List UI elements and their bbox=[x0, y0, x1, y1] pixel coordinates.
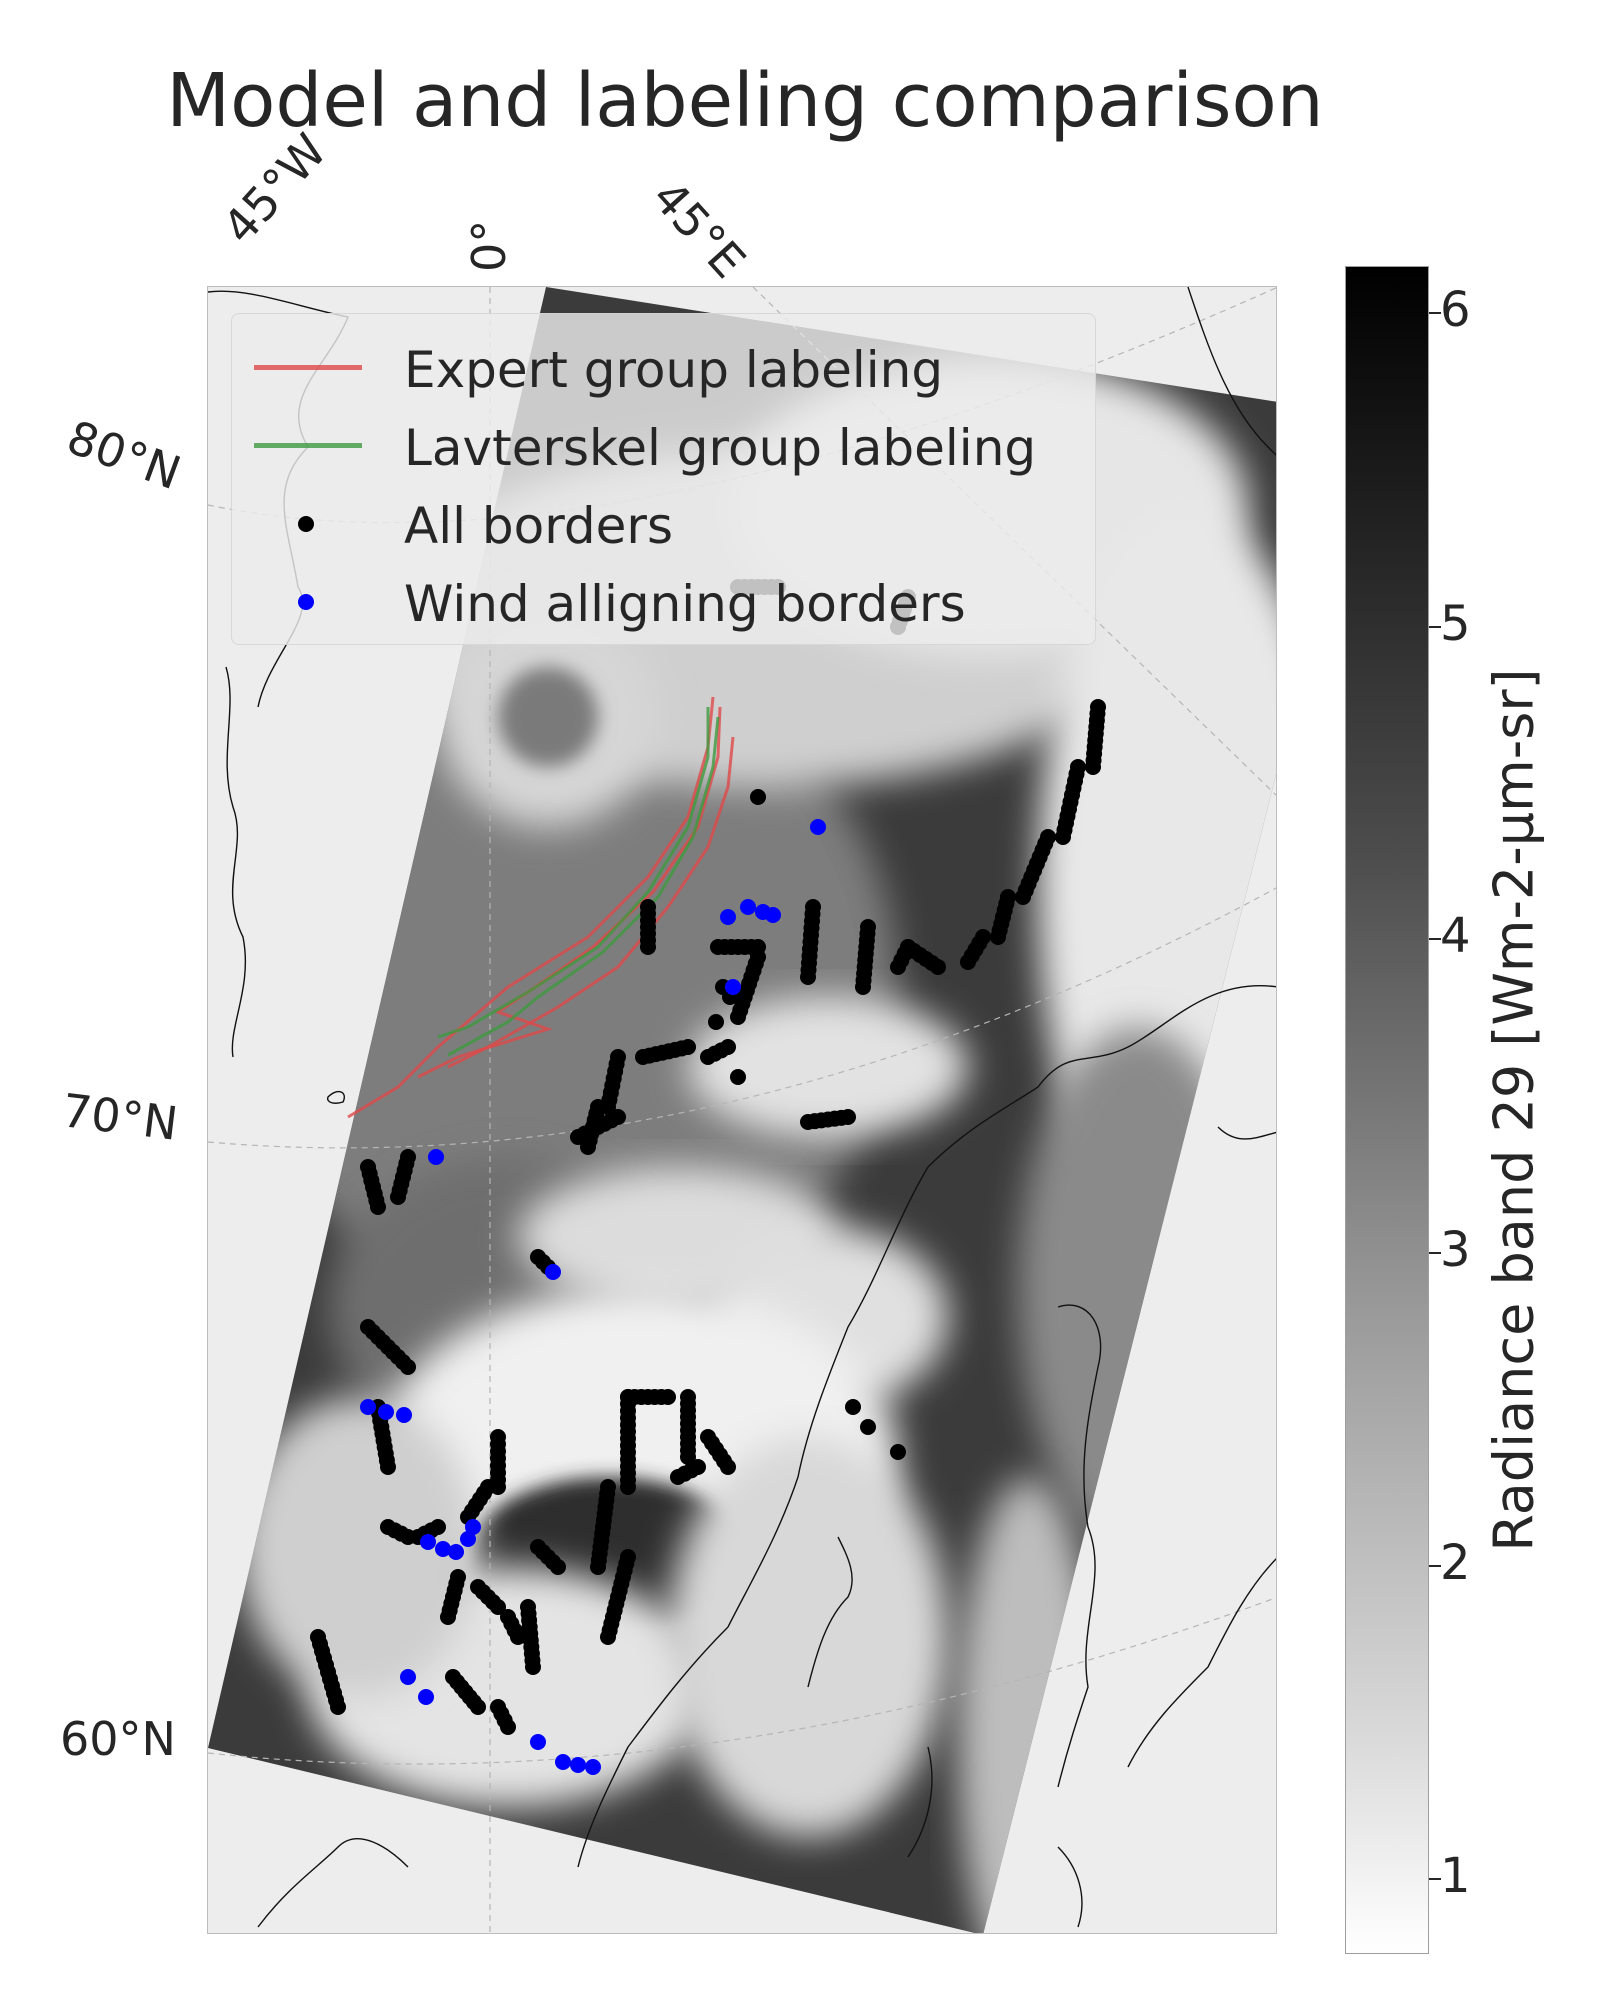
legend-label-wind-borders: Wind alligning borders bbox=[404, 575, 966, 633]
wind-border-marker-359 bbox=[585, 1759, 601, 1775]
border-marker-333 bbox=[708, 1014, 724, 1030]
colorbar-title: Radiance band 29 [Wm-2-μm-sr] bbox=[1482, 668, 1546, 1552]
wind-border-marker-339 bbox=[720, 909, 736, 925]
latitude-label-80n: 80°N bbox=[60, 409, 188, 501]
legend-entry-expert: Expert group labeling bbox=[232, 340, 1095, 400]
border-marker-311 bbox=[500, 1719, 516, 1735]
border-marker-83 bbox=[730, 1009, 746, 1025]
wind-border-marker-343 bbox=[725, 979, 741, 995]
border-marker-337 bbox=[890, 1444, 906, 1460]
colorbar-label-6: 6 bbox=[1440, 282, 1471, 338]
border-marker-165 bbox=[360, 1159, 376, 1175]
legend-swatch-wind-borders bbox=[298, 594, 314, 610]
border-marker-20 bbox=[1055, 829, 1071, 845]
legend: Expert group labeling Lavterskel group l… bbox=[231, 313, 1096, 645]
border-marker-262 bbox=[380, 1519, 396, 1535]
legend-entry-wind-borders: Wind alligning borders bbox=[232, 574, 1095, 634]
colorbar-label-2: 2 bbox=[1440, 1535, 1471, 1591]
wind-border-marker-347 bbox=[378, 1404, 394, 1420]
border-marker-334 bbox=[730, 1069, 746, 1085]
border-marker-37 bbox=[990, 929, 1006, 945]
colorbar-label-1: 1 bbox=[1440, 1848, 1471, 1904]
colorbar-tick-6 bbox=[1429, 312, 1441, 314]
border-marker-189 bbox=[620, 1479, 636, 1495]
colorbar-tick-3 bbox=[1429, 1252, 1441, 1254]
border-marker-286 bbox=[490, 1599, 506, 1615]
longitude-label-0: 0° bbox=[462, 219, 516, 272]
border-marker-300 bbox=[525, 1659, 541, 1675]
chart-title: Model and labeling comparison bbox=[166, 58, 1324, 144]
border-marker-290 bbox=[510, 1629, 526, 1645]
border-marker-131 bbox=[800, 1114, 816, 1130]
colorbar-tick-2 bbox=[1429, 1565, 1441, 1567]
legend-entry-all-borders: All borders bbox=[232, 496, 1095, 556]
border-marker-281 bbox=[400, 1359, 416, 1375]
wind-border-marker-344 bbox=[428, 1149, 444, 1165]
colorbar-tick-5 bbox=[1429, 626, 1441, 628]
latitude-label-60n: 60°N bbox=[60, 1712, 176, 1766]
legend-label-expert: Expert group labeling bbox=[404, 341, 944, 399]
border-marker-336 bbox=[860, 1419, 876, 1435]
colorbar-label-5: 5 bbox=[1440, 596, 1471, 652]
legend-label-all-borders: All borders bbox=[404, 497, 673, 555]
border-marker-335 bbox=[845, 1399, 861, 1415]
border-marker-42 bbox=[960, 954, 976, 970]
wind-border-marker-352 bbox=[460, 1531, 476, 1547]
wind-border-marker-338 bbox=[810, 819, 826, 835]
legend-swatch-expert bbox=[254, 365, 362, 370]
border-marker-102 bbox=[640, 939, 656, 955]
border-marker-117 bbox=[580, 1139, 596, 1155]
border-marker-30 bbox=[1015, 889, 1031, 905]
border-marker-138 bbox=[710, 939, 726, 955]
wind-border-marker-345 bbox=[545, 1264, 561, 1280]
wind-aligning-borders-markers bbox=[360, 819, 826, 1775]
latitude-label-70n: 70°N bbox=[59, 1083, 181, 1151]
colorbar-label-3: 3 bbox=[1440, 1222, 1471, 1278]
wind-border-marker-358 bbox=[570, 1757, 586, 1773]
wind-border-marker-340 bbox=[740, 899, 756, 915]
border-marker-211 bbox=[690, 1459, 706, 1475]
border-marker-9 bbox=[1085, 759, 1101, 775]
border-marker-240 bbox=[600, 1629, 616, 1645]
legend-swatch-all-borders bbox=[298, 516, 314, 532]
border-marker-330 bbox=[750, 789, 766, 805]
wind-border-marker-351 bbox=[448, 1544, 464, 1560]
wind-border-marker-342 bbox=[765, 907, 781, 923]
colorbar-label-4: 4 bbox=[1440, 908, 1471, 964]
border-marker-158 bbox=[390, 1189, 406, 1205]
legend-label-lavterskel: Lavterskel group labeling bbox=[404, 419, 1037, 477]
longitude-label-45e: 45°E bbox=[641, 170, 757, 289]
wind-border-marker-357 bbox=[555, 1754, 571, 1770]
border-marker-329 bbox=[440, 1609, 456, 1625]
lavterskel-labeling-lines bbox=[437, 707, 720, 1057]
border-marker-221 bbox=[680, 1449, 696, 1465]
border-marker-124 bbox=[570, 1129, 586, 1145]
border-marker-62 bbox=[855, 979, 871, 995]
border-marker-95 bbox=[635, 1049, 651, 1065]
wind-border-marker-349 bbox=[420, 1534, 436, 1550]
wind-border-marker-354 bbox=[400, 1669, 416, 1685]
colorbar-tick-4 bbox=[1429, 938, 1441, 940]
border-marker-52 bbox=[890, 959, 906, 975]
border-marker-307 bbox=[470, 1699, 486, 1715]
border-marker-322 bbox=[330, 1699, 346, 1715]
border-marker-207 bbox=[530, 1539, 546, 1555]
colorbar bbox=[1345, 266, 1429, 1954]
wind-border-marker-355 bbox=[418, 1689, 434, 1705]
border-marker-227 bbox=[720, 1459, 736, 1475]
wind-border-marker-346 bbox=[360, 1399, 376, 1415]
border-marker-87 bbox=[700, 1049, 716, 1065]
colorbar-tick-1 bbox=[1429, 1878, 1441, 1880]
legend-swatch-lavterskel bbox=[254, 443, 362, 448]
all-borders-markers bbox=[310, 579, 1106, 1735]
border-marker-202 bbox=[590, 1559, 606, 1575]
legend-entry-lavterskel: Lavterskel group labeling bbox=[232, 418, 1095, 478]
border-marker-73 bbox=[800, 969, 816, 985]
wind-border-marker-356 bbox=[530, 1734, 546, 1750]
wind-border-marker-353 bbox=[465, 1519, 481, 1535]
border-marker-272 bbox=[380, 1459, 396, 1475]
wind-border-marker-348 bbox=[396, 1407, 412, 1423]
wind-border-marker-350 bbox=[435, 1541, 451, 1557]
